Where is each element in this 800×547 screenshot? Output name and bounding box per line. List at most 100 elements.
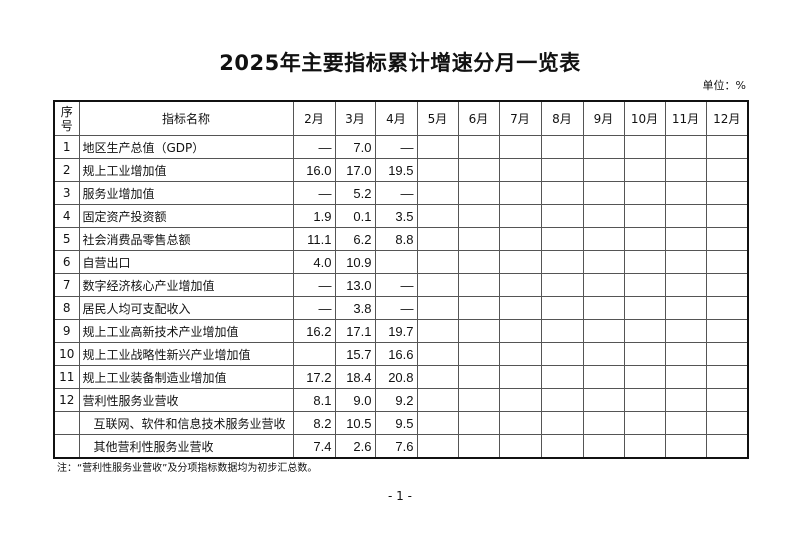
value-cell bbox=[498, 411, 542, 435]
value-cell bbox=[540, 273, 584, 297]
indicator-name: 规上工业高新技术产业增加值 bbox=[78, 319, 294, 343]
value-cell bbox=[664, 411, 707, 435]
value-cell bbox=[540, 181, 584, 205]
value-cell bbox=[664, 204, 707, 228]
column-header: 9月 bbox=[582, 100, 625, 136]
value-cell bbox=[582, 204, 625, 228]
value-cell bbox=[498, 204, 542, 228]
value-cell bbox=[582, 411, 625, 435]
value-cell: 0.1 bbox=[334, 204, 376, 228]
column-header: 7月 bbox=[498, 100, 542, 136]
value-cell bbox=[623, 411, 666, 435]
value-cell bbox=[498, 227, 542, 251]
row-number: 10 bbox=[53, 342, 80, 366]
indicator-name: 其他营利性服务业营收 bbox=[78, 434, 294, 459]
value-cell bbox=[705, 296, 749, 320]
value-cell bbox=[540, 411, 584, 435]
row-number: 4 bbox=[53, 204, 80, 228]
value-cell bbox=[705, 135, 749, 159]
value-cell bbox=[498, 181, 542, 205]
value-cell bbox=[623, 319, 666, 343]
indicator-name: 自营出口 bbox=[78, 250, 294, 274]
value-cell bbox=[582, 135, 625, 159]
value-cell bbox=[582, 434, 625, 459]
value-cell bbox=[664, 135, 707, 159]
value-cell bbox=[457, 411, 500, 435]
value-cell bbox=[416, 135, 459, 159]
table-row: 8 居民人均可支配收入 —3.8— bbox=[53, 296, 749, 320]
column-header: 11月 bbox=[664, 100, 707, 136]
value-cell bbox=[457, 158, 500, 182]
value-cell bbox=[705, 411, 749, 435]
page-title: 2025年主要指标累计增速分月一览表 bbox=[219, 51, 581, 75]
table-row: 2 规上工业增加值 16.0 17.0 19.5 bbox=[53, 158, 749, 182]
value-cell bbox=[540, 296, 584, 320]
value-cell: 5.2 bbox=[334, 181, 376, 205]
value-cell: 11.1 bbox=[292, 227, 336, 251]
column-header: 4月 bbox=[374, 100, 418, 136]
value-cell: — bbox=[292, 135, 336, 159]
value-cell bbox=[457, 388, 500, 412]
value-cell bbox=[582, 365, 625, 389]
value-cell bbox=[416, 273, 459, 297]
indicator-name: 地区生产总值（GDP） bbox=[78, 135, 294, 159]
indicator-name: 居民人均可支配收入 bbox=[78, 296, 294, 320]
unit-label: 单位：% bbox=[702, 79, 746, 92]
value-cell bbox=[664, 434, 707, 459]
value-cell bbox=[540, 158, 584, 182]
table-row: 1 地区生产总值（GDP） —7.0— bbox=[53, 135, 749, 159]
row-number: 8 bbox=[53, 296, 80, 320]
value-cell bbox=[664, 342, 707, 366]
page-number: - 1 - bbox=[388, 489, 412, 503]
indicator-name: 社会消费品零售总额 bbox=[78, 227, 294, 251]
value-cell bbox=[457, 319, 500, 343]
value-cell bbox=[582, 250, 625, 274]
value-cell bbox=[540, 204, 584, 228]
table-row: 3 服务业增加值 —5.2— bbox=[53, 181, 749, 205]
value-cell: 17.2 bbox=[292, 365, 336, 389]
value-cell bbox=[705, 319, 749, 343]
table-row: 12 营利性服务业营收 8.1 9.0 9.2 bbox=[53, 388, 749, 412]
value-cell bbox=[416, 250, 459, 274]
table-row: 10 规上工业战略性新兴产业增加值 15.7 16.6 bbox=[53, 342, 749, 366]
value-cell bbox=[540, 319, 584, 343]
value-cell bbox=[416, 227, 459, 251]
value-cell bbox=[416, 158, 459, 182]
value-cell bbox=[457, 434, 500, 459]
value-cell bbox=[540, 250, 584, 274]
value-cell bbox=[540, 434, 584, 459]
value-cell bbox=[582, 296, 625, 320]
indicator-name: 规上工业增加值 bbox=[78, 158, 294, 182]
value-cell: — bbox=[292, 181, 336, 205]
footnote: 注：“营利性服务业营收”及分项指标数据均为初步汇总数。 bbox=[57, 463, 318, 474]
column-header: 12月 bbox=[705, 100, 749, 136]
indicator-name: 服务业增加值 bbox=[78, 181, 294, 205]
value-cell bbox=[664, 158, 707, 182]
column-header: 3月 bbox=[334, 100, 376, 136]
column-header: 8月 bbox=[540, 100, 584, 136]
value-cell: 16.2 bbox=[292, 319, 336, 343]
value-cell bbox=[705, 204, 749, 228]
row-number: 9 bbox=[53, 319, 80, 343]
indicator-name: 规上工业战略性新兴产业增加值 bbox=[78, 342, 294, 366]
value-cell bbox=[416, 204, 459, 228]
value-cell bbox=[374, 250, 418, 274]
value-cell: 20.8 bbox=[374, 365, 418, 389]
value-cell: — bbox=[292, 296, 336, 320]
value-cell bbox=[292, 342, 336, 366]
value-cell: 16.0 bbox=[292, 158, 336, 182]
value-cell: 9.0 bbox=[334, 388, 376, 412]
value-cell: 9.5 bbox=[374, 411, 418, 435]
value-cell: 3.5 bbox=[374, 204, 418, 228]
column-header: 10月 bbox=[623, 100, 666, 136]
row-number bbox=[53, 411, 80, 435]
value-cell bbox=[664, 250, 707, 274]
value-cell: 4.0 bbox=[292, 250, 336, 274]
value-cell bbox=[498, 250, 542, 274]
table-row: 5 社会消费品零售总额 11.1 6.2 8.8 bbox=[53, 227, 749, 251]
value-cell bbox=[498, 273, 542, 297]
value-cell: 10.5 bbox=[334, 411, 376, 435]
value-cell bbox=[664, 319, 707, 343]
indicator-table: 序号 指标名称 2月 3月 4月 5月 6月 7月 8月 9月 10月 11月 12月 1 地区生产总值（… bbox=[53, 100, 749, 459]
table-row: 11 规上工业装备制造业增加值 17.2 18.4 20.8 bbox=[53, 365, 749, 389]
